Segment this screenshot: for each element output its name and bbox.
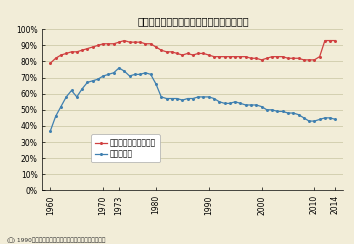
化石エネルギー依存度 [101, 42, 105, 45]
化石エネルギー依存度 [307, 58, 311, 61]
Legend: 化石エネルギー依存度, 石油依存度: 化石エネルギー依存度, 石油依存度 [91, 134, 160, 162]
石油依存度 [333, 118, 338, 121]
石油依存度 [101, 74, 105, 77]
石油依存度 [159, 95, 164, 98]
Line: 石油依存度: 石油依存度 [49, 66, 337, 132]
石油依存度 [307, 120, 311, 122]
化石エネルギー依存度 [80, 49, 84, 52]
石油依存度 [48, 129, 52, 132]
化石エネルギー依存度 [122, 39, 126, 42]
Text: (注) 1990年度以降、数値の算出方法が変更されている。: (注) 1990年度以降、数値の算出方法が変更されている。 [7, 237, 105, 243]
石油依存度 [328, 116, 332, 119]
化石エネルギー依存度 [333, 39, 338, 42]
石油依存度 [117, 66, 121, 69]
Line: 化石エネルギー依存度: 化石エネルギー依存度 [49, 39, 337, 65]
石油依存度 [122, 70, 126, 73]
化石エネルギー依存度 [328, 39, 332, 42]
石油依存度 [80, 87, 84, 90]
化石エネルギー依存度 [117, 41, 121, 44]
化石エネルギー依存度 [48, 62, 52, 65]
Title: 石油依存度と化石エネルギー依存度の推移: 石油依存度と化石エネルギー依存度の推移 [137, 16, 249, 26]
化石エネルギー依存度 [159, 49, 164, 52]
